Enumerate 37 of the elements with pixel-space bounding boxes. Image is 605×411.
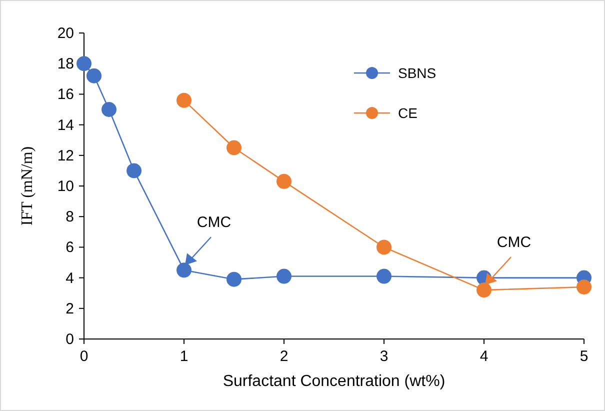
annotation: CMC bbox=[196, 214, 232, 232]
y-tick-label: 16 bbox=[57, 86, 74, 104]
y-tick-label: 12 bbox=[57, 147, 74, 164]
x-tick-label: 1 bbox=[180, 348, 188, 365]
y-tick-label: 18 bbox=[57, 56, 74, 73]
point bbox=[76, 56, 92, 72]
y-tick-label: 10 bbox=[57, 178, 74, 195]
y-tick-label: 14 bbox=[57, 116, 74, 134]
y-tick-label: 20 bbox=[57, 25, 74, 42]
x-tick-label: 3 bbox=[380, 348, 388, 365]
point bbox=[376, 240, 392, 255]
point bbox=[276, 268, 292, 284]
x-tick-label: 5 bbox=[580, 348, 588, 365]
legend-label: SBNS bbox=[398, 65, 436, 81]
x-axis-title: Surfactant Concentration (wt%) bbox=[222, 373, 446, 390]
point bbox=[376, 268, 392, 284]
y-tick-label: 6 bbox=[66, 239, 74, 256]
point bbox=[476, 282, 492, 298]
legend-label: CE bbox=[398, 105, 418, 121]
x-tick-label: 0 bbox=[80, 348, 88, 365]
point bbox=[226, 272, 242, 287]
point bbox=[176, 262, 192, 278]
point bbox=[276, 174, 292, 189]
x-tick-label: 2 bbox=[280, 348, 288, 365]
point bbox=[102, 102, 116, 117]
point bbox=[226, 140, 242, 156]
point bbox=[86, 68, 102, 84]
y-tick-label: 8 bbox=[66, 208, 74, 226]
y-tick-label: 0 bbox=[66, 331, 74, 348]
point bbox=[176, 92, 192, 108]
y-axis-title: IFT (mN/m) bbox=[19, 146, 36, 226]
y-tick-label: 2 bbox=[66, 300, 74, 318]
point bbox=[576, 279, 592, 294]
point bbox=[126, 163, 142, 178]
x-tick-label: 4 bbox=[480, 348, 488, 365]
y-tick-label: 4 bbox=[66, 270, 74, 287]
annotation: CMC bbox=[496, 234, 532, 252]
